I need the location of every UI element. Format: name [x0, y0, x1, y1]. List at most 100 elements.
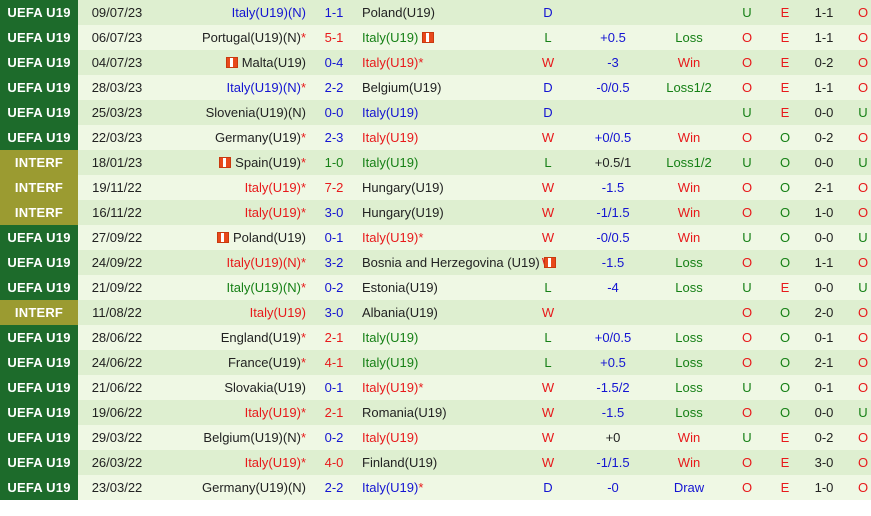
table-row[interactable]: UEFA U19 09/07/23 Italy(U19)(N) 1-1 Poland(U…	[0, 0, 871, 25]
away-team-label: Albania(U19)	[362, 305, 438, 320]
over-under-third: U	[844, 150, 871, 175]
away-team[interactable]: Italy(U19)	[360, 100, 520, 125]
away-team[interactable]: Italy(U19)	[360, 150, 520, 175]
over-under-second: E	[766, 25, 804, 50]
table-row[interactable]: UEFA U19 19/06/22 Italy(U19)* 2-1 Romania(U1…	[0, 400, 871, 425]
home-team[interactable]: Portugal(U19)(N)*	[156, 25, 308, 50]
away-team[interactable]: Italy(U19)*	[360, 225, 520, 250]
league-badge[interactable]: UEFA U19	[0, 50, 78, 75]
home-team[interactable]: Italy(U19)(N)*	[156, 75, 308, 100]
match-result: W	[520, 450, 576, 475]
away-team[interactable]: Italy(U19)*	[360, 50, 520, 75]
home-team[interactable]: France(U19)*	[156, 350, 308, 375]
home-team[interactable]: Germany(U19)*	[156, 125, 308, 150]
home-team[interactable]: Italy(U19)*	[156, 450, 308, 475]
home-team[interactable]: Italy(U19)(N)	[156, 0, 308, 25]
league-badge[interactable]: UEFA U19	[0, 450, 78, 475]
home-team[interactable]: Germany(U19)(N)	[156, 475, 308, 500]
match-result: D	[520, 0, 576, 25]
league-badge[interactable]: UEFA U19	[0, 125, 78, 150]
table-row[interactable]: UEFA U19 23/03/22 Germany(U19)(N) 2-2 Italy(…	[0, 475, 871, 500]
country-flag-icon	[543, 257, 556, 268]
away-team[interactable]: Italy(U19)	[360, 325, 520, 350]
table-row[interactable]: UEFA U19 28/06/22 England(U19)* 2-1 Italy(U1…	[0, 325, 871, 350]
home-team[interactable]: Italy(U19)(N)*	[156, 275, 308, 300]
league-badge[interactable]: INTERF	[0, 150, 78, 175]
table-row[interactable]: UEFA U19 28/03/23 Italy(U19)(N)* 2-2 Belgium…	[0, 75, 871, 100]
table-row[interactable]: UEFA U19 06/07/23 Portugal(U19)(N)* 5-1 Ital…	[0, 25, 871, 50]
table-row[interactable]: UEFA U19 27/09/22 Poland(U19) 0-1 Italy(U19)…	[0, 225, 871, 250]
over-under-first: O	[728, 25, 766, 50]
away-team-label: Italy(U19)	[362, 380, 419, 395]
over-under-second: O	[766, 400, 804, 425]
league-badge[interactable]: UEFA U19	[0, 75, 78, 100]
league-badge[interactable]: UEFA U19	[0, 0, 78, 25]
league-badge[interactable]: INTERF	[0, 300, 78, 325]
league-badge[interactable]: UEFA U19	[0, 325, 78, 350]
league-badge[interactable]: UEFA U19	[0, 400, 78, 425]
table-row[interactable]: UEFA U19 24/09/22 Italy(U19)(N)* 3-2 Bosnia …	[0, 250, 871, 275]
away-team[interactable]: Romania(U19)	[360, 400, 520, 425]
table-row[interactable]: UEFA U19 04/07/23 Malta(U19) 0-4 Italy(U19)*…	[0, 50, 871, 75]
home-team[interactable]: Spain(U19)*	[156, 150, 308, 175]
league-badge[interactable]: UEFA U19	[0, 250, 78, 275]
table-row[interactable]: UEFA U19 24/06/22 France(U19)* 4-1 Italy(U19…	[0, 350, 871, 375]
home-team[interactable]: Slovakia(U19)	[156, 375, 308, 400]
table-row[interactable]: INTERF 16/11/22 Italy(U19)* 3-0 Hungary(U19)…	[0, 200, 871, 225]
away-team[interactable]: Finland(U19)	[360, 450, 520, 475]
away-team[interactable]: Albania(U19)	[360, 300, 520, 325]
over-under-third: O	[844, 125, 871, 150]
home-team[interactable]: Slovenia(U19)(N)	[156, 100, 308, 125]
home-team[interactable]: Malta(U19)	[156, 50, 308, 75]
home-team-label: Italy(U19)	[244, 405, 301, 420]
away-team[interactable]: Italy(U19)*	[360, 475, 520, 500]
table-row[interactable]: UEFA U19 26/03/22 Italy(U19)* 4-0 Finland(U1…	[0, 450, 871, 475]
match-result: D	[520, 75, 576, 100]
away-team[interactable]: Bosnia and Herzegovina (U19)	[360, 250, 556, 275]
over-under-second: O	[766, 350, 804, 375]
league-badge[interactable]: UEFA U19	[0, 100, 78, 125]
home-team[interactable]: Italy(U19)*	[156, 175, 308, 200]
league-badge[interactable]: UEFA U19	[0, 475, 78, 500]
home-team[interactable]: England(U19)*	[156, 325, 308, 350]
league-badge[interactable]: UEFA U19	[0, 275, 78, 300]
table-row[interactable]: INTERF 18/01/23 Spain(U19)* 1-0 Italy(U19) L +…	[0, 150, 871, 175]
match-date: 24/09/22	[78, 250, 156, 275]
table-row[interactable]: UEFA U19 22/03/23 Germany(U19)* 2-3 Italy(U1…	[0, 125, 871, 150]
match-score: 5-1	[308, 25, 360, 50]
away-team[interactable]: Italy(U19)	[360, 350, 520, 375]
home-team[interactable]: Italy(U19)*	[156, 400, 308, 425]
away-team[interactable]: Poland(U19)	[360, 0, 520, 25]
league-badge[interactable]: UEFA U19	[0, 25, 78, 50]
table-row[interactable]: UEFA U19 21/06/22 Slovakia(U19) 0-1 Italy(U1…	[0, 375, 871, 400]
away-team[interactable]: Italy(U19)	[360, 25, 520, 50]
table-row[interactable]: UEFA U19 21/09/22 Italy(U19)(N)* 0-2 Estonia…	[0, 275, 871, 300]
home-team[interactable]: Italy(U19)*	[156, 200, 308, 225]
home-team[interactable]: Poland(U19)	[156, 225, 308, 250]
away-team[interactable]: Estonia(U19)	[360, 275, 520, 300]
table-row[interactable]: UEFA U19 29/03/22 Belgium(U19)(N)* 0-2 Italy…	[0, 425, 871, 450]
away-team[interactable]: Italy(U19)	[360, 125, 520, 150]
league-badge[interactable]: UEFA U19	[0, 350, 78, 375]
home-team[interactable]: Belgium(U19)(N)*	[156, 425, 308, 450]
neutral-star-marker: *	[418, 380, 424, 395]
table-row[interactable]: INTERF 11/08/22 Italy(U19) 3-0 Albania(U19) W…	[0, 300, 871, 325]
home-team[interactable]: Italy(U19)	[156, 300, 308, 325]
league-badge[interactable]: UEFA U19	[0, 225, 78, 250]
away-team[interactable]: Italy(U19)*	[360, 375, 520, 400]
league-badge[interactable]: UEFA U19	[0, 375, 78, 400]
league-badge[interactable]: INTERF	[0, 200, 78, 225]
home-team[interactable]: Italy(U19)(N)*	[156, 250, 308, 275]
match-result: D	[520, 475, 576, 500]
over-under-second: O	[766, 200, 804, 225]
over-under-first: U	[728, 100, 766, 125]
home-team-label: Italy(U19)(N)	[231, 5, 306, 20]
away-team[interactable]: Belgium(U19)	[360, 75, 520, 100]
league-badge[interactable]: INTERF	[0, 175, 78, 200]
table-row[interactable]: UEFA U19 25/03/23 Slovenia(U19)(N) 0-0 Italy…	[0, 100, 871, 125]
away-team[interactable]: Italy(U19)	[360, 425, 520, 450]
away-team[interactable]: Hungary(U19)	[360, 200, 520, 225]
away-team[interactable]: Hungary(U19)	[360, 175, 520, 200]
table-row[interactable]: INTERF 19/11/22 Italy(U19)* 7-2 Hungary(U19)…	[0, 175, 871, 200]
league-badge[interactable]: UEFA U19	[0, 425, 78, 450]
